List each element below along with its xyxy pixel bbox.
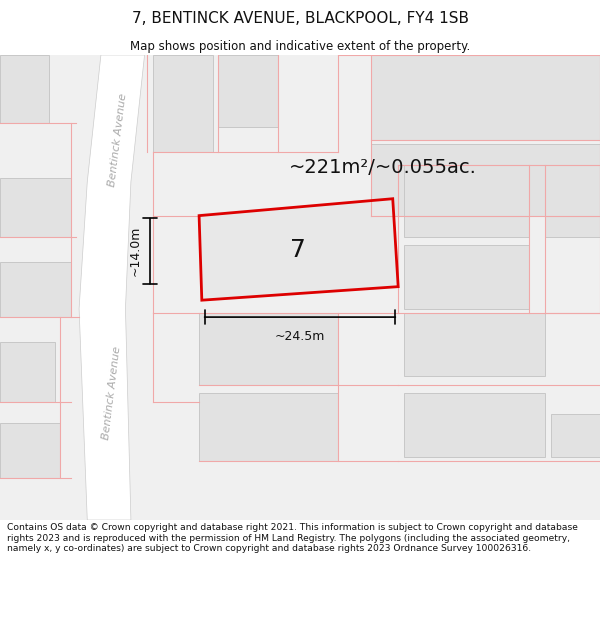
- Polygon shape: [371, 55, 600, 139]
- Polygon shape: [551, 414, 600, 457]
- Polygon shape: [404, 165, 529, 237]
- Text: Bentinck Avenue: Bentinck Avenue: [101, 346, 122, 441]
- Text: 7, BENTINCK AVENUE, BLACKPOOL, FY4 1SB: 7, BENTINCK AVENUE, BLACKPOOL, FY4 1SB: [131, 11, 469, 26]
- Text: ~221m²/~0.055ac.: ~221m²/~0.055ac.: [289, 158, 477, 176]
- Polygon shape: [79, 55, 145, 520]
- Polygon shape: [153, 55, 213, 152]
- Polygon shape: [0, 55, 49, 123]
- Text: Bentinck Avenue: Bentinck Avenue: [107, 92, 128, 187]
- Text: Map shows position and indicative extent of the property.: Map shows position and indicative extent…: [130, 39, 470, 52]
- Polygon shape: [199, 199, 398, 300]
- Polygon shape: [404, 313, 545, 376]
- Polygon shape: [0, 177, 71, 237]
- Polygon shape: [0, 342, 55, 402]
- Polygon shape: [545, 165, 600, 237]
- Polygon shape: [404, 245, 529, 309]
- Text: ~14.0m: ~14.0m: [128, 226, 142, 276]
- Polygon shape: [371, 144, 600, 216]
- Text: ~24.5m: ~24.5m: [275, 330, 325, 343]
- Polygon shape: [199, 313, 338, 385]
- Polygon shape: [0, 422, 60, 478]
- Text: Contains OS data © Crown copyright and database right 2021. This information is : Contains OS data © Crown copyright and d…: [7, 523, 578, 553]
- Text: 7: 7: [290, 238, 306, 262]
- Polygon shape: [199, 393, 338, 461]
- Polygon shape: [218, 55, 278, 127]
- Polygon shape: [0, 262, 71, 317]
- Polygon shape: [404, 393, 545, 457]
